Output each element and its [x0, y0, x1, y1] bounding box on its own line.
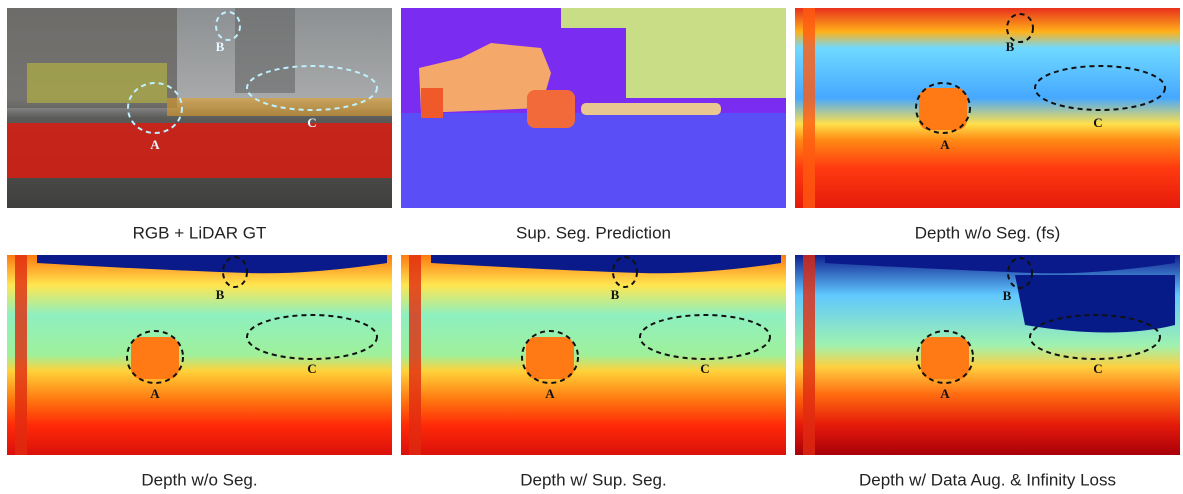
panel-caption: Sup. Seg. Prediction [516, 223, 671, 242]
marker-label: B [1003, 288, 1012, 303]
marker-label: A [150, 137, 160, 152]
depth-sky [1015, 275, 1175, 333]
panel-caption: Depth w/ Sup. Seg. [520, 470, 666, 489]
panel-image [795, 8, 1180, 208]
marker-label: C [307, 115, 316, 130]
marker-label: C [1093, 115, 1102, 130]
depth-pole [803, 255, 815, 455]
figure-panel: A B C [795, 8, 1180, 208]
depth-car [131, 337, 179, 379]
marker-label: B [216, 287, 225, 302]
figure-panel: A B C [7, 8, 392, 208]
panel-caption: RGB + LiDAR GT [133, 223, 267, 242]
panel-caption: Depth w/ Data Aug. & Infinity Loss [859, 470, 1116, 489]
figure-panel: A B C [7, 255, 392, 455]
seg-sky [561, 8, 671, 28]
lidar-orange [167, 98, 392, 116]
marker-label: C [1093, 361, 1102, 376]
seg-car [527, 90, 575, 128]
marker-label: B [611, 287, 620, 302]
depth-car [526, 337, 574, 379]
marker-label: B [216, 39, 225, 54]
lidar-yellow [27, 63, 167, 103]
depth-pole [409, 255, 421, 455]
seg-road [401, 113, 786, 208]
marker-label: B [1006, 39, 1015, 54]
figure-panel: A B C [795, 255, 1180, 455]
marker-label: A [150, 386, 160, 401]
panel-image [7, 255, 392, 455]
marker-label: A [940, 137, 950, 152]
panel-image [401, 255, 786, 455]
marker-label: A [940, 386, 950, 401]
seg-car [421, 88, 443, 118]
figure-panel: A B C [401, 255, 786, 455]
figure-panel [401, 8, 786, 208]
depth-car [919, 88, 967, 130]
marker-label: C [700, 361, 709, 376]
panel-caption: Depth w/o Seg. (fs) [915, 223, 1061, 242]
marker-label: A [545, 386, 555, 401]
marker-label: C [307, 361, 316, 376]
panel-caption: Depth w/o Seg. [141, 470, 257, 489]
lidar-red [7, 123, 392, 178]
figure: A B C RGB + LiDAR GT Sup. Seg. Prediction A B C… [0, 0, 1183, 494]
building [235, 8, 295, 93]
seg-sidewalk [581, 103, 721, 115]
depth-car [921, 337, 969, 379]
depth-pole [15, 255, 27, 455]
depth-pole [803, 8, 815, 208]
